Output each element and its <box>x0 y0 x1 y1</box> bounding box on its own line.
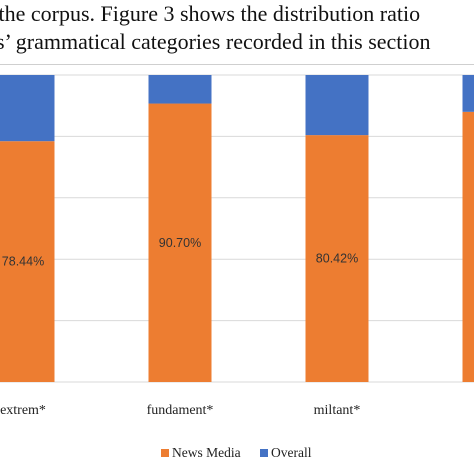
caption-line-1: n the corpus. Figure 3 shows the distrib… <box>0 1 421 26</box>
caption-line-2: s’ grammatical categories recorded in th… <box>0 29 431 54</box>
bar-overall <box>148 75 212 104</box>
x-tick-label: miltant* <box>314 403 361 418</box>
bar-news-media <box>148 103 212 383</box>
bar-news-media <box>462 111 474 382</box>
data-label: 80.42% <box>316 252 358 266</box>
x-tick-label: extrem* <box>0 403 46 418</box>
bar-news-media <box>305 135 369 382</box>
legend-swatch <box>161 449 169 457</box>
bar-overall <box>305 75 369 136</box>
legend-label: News Media <box>172 445 241 460</box>
bar-news-media <box>0 141 55 382</box>
legend-swatch <box>260 449 268 457</box>
data-label: 78.44% <box>2 255 44 269</box>
data-label: 90.70% <box>159 236 201 250</box>
bar-overall <box>0 75 55 142</box>
x-tick-label: fundament* <box>147 403 214 418</box>
bar-overall <box>462 75 474 112</box>
caption-divider <box>0 64 474 65</box>
legend-label: Overall <box>271 445 312 460</box>
caption-text: n the corpus. Figure 3 shows the distrib… <box>0 0 474 66</box>
